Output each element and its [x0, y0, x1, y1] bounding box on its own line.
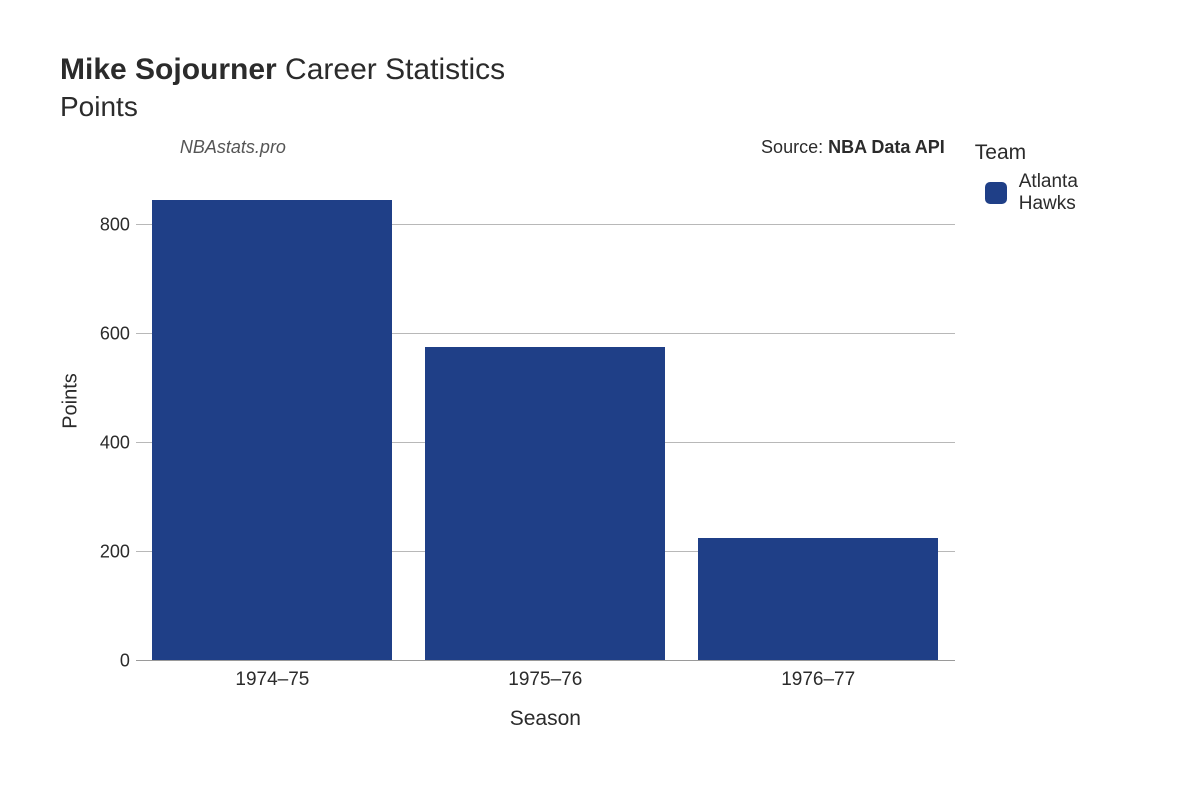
y-tick-label: 200	[100, 541, 130, 562]
legend: Team Atlanta Hawks	[975, 141, 1140, 215]
title-suffix: Career Statistics	[277, 53, 505, 86]
x-tick-label: 1974–75	[136, 661, 409, 693]
y-axis-label-column: Points	[60, 141, 88, 661]
chart-subtitle: Points	[60, 91, 1140, 123]
source-name: NBA Data API	[828, 137, 945, 157]
legend-item: Atlanta Hawks	[975, 171, 1140, 215]
y-axis-label: Points	[60, 373, 83, 429]
bar	[425, 347, 665, 661]
bar	[698, 538, 938, 661]
x-tick-label: 1976–77	[682, 661, 955, 693]
chart-container: Mike Sojourner Career Statistics Points …	[0, 0, 1200, 800]
bar-slot	[409, 181, 682, 661]
x-axis-label: Season	[136, 707, 955, 731]
legend-items: Atlanta Hawks	[975, 171, 1140, 215]
watermark-text: NBAstats.pro	[180, 137, 286, 158]
bar	[152, 200, 392, 661]
source-prefix: Source:	[761, 137, 828, 157]
title-block: Mike Sojourner Career Statistics Points	[60, 50, 1140, 123]
y-tick-label: 0	[120, 651, 130, 672]
y-tick-label: 400	[100, 432, 130, 453]
plot: NBAstats.pro Source: NBA Data API 1974–7…	[136, 141, 955, 661]
chart-title: Mike Sojourner Career Statistics	[60, 50, 1140, 89]
y-tick-label: 800	[100, 214, 130, 235]
y-axis-ticks: 0200400600800	[88, 141, 136, 661]
bar-slot	[682, 181, 955, 661]
legend-title: Team	[975, 141, 1140, 165]
x-axis-ticks: 1974–751975–761976–77	[136, 661, 955, 693]
x-tick-label: 1975–76	[409, 661, 682, 693]
chart-wrap: Points 0200400600800 NBAstats.pro Source…	[60, 141, 1140, 661]
source-attribution: Source: NBA Data API	[761, 137, 945, 158]
player-name: Mike Sojourner	[60, 53, 277, 86]
y-tick-label: 600	[100, 323, 130, 344]
legend-swatch	[985, 182, 1007, 204]
bars-group	[136, 181, 955, 661]
bar-slot	[136, 181, 409, 661]
plot-area: 1974–751975–761976–77 Season	[136, 181, 955, 661]
plot-header: NBAstats.pro Source: NBA Data API	[136, 137, 955, 167]
legend-item-label: Atlanta Hawks	[1019, 171, 1140, 215]
